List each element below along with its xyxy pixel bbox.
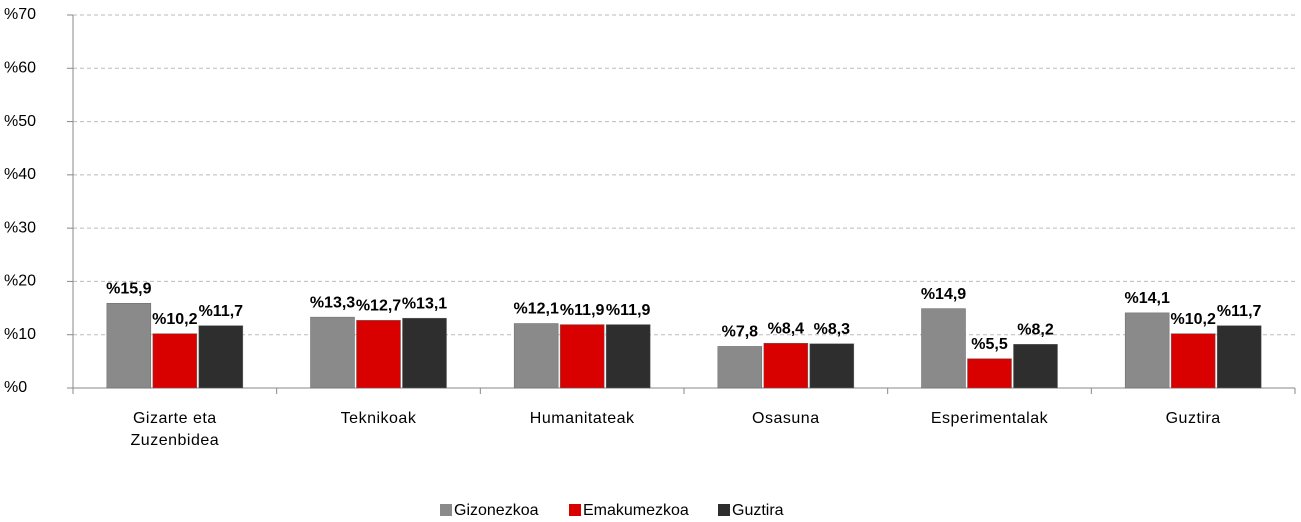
data-label: %8,2 xyxy=(1017,322,1054,339)
bar xyxy=(1170,333,1216,389)
bar xyxy=(198,325,244,389)
bar xyxy=(763,342,809,389)
x-tick-label: Humanitateak xyxy=(529,410,635,427)
data-label: %10,2 xyxy=(1170,311,1215,328)
bar xyxy=(1124,312,1170,389)
legend-swatch xyxy=(569,504,581,516)
bar xyxy=(513,323,559,389)
y-tick-label: %10 xyxy=(4,326,36,343)
bar xyxy=(152,333,198,389)
x-tick-label: Teknikoak xyxy=(340,410,417,427)
legend-swatch xyxy=(718,504,730,516)
data-label: %8,3 xyxy=(814,321,851,338)
data-label: %12,7 xyxy=(356,298,401,315)
bar xyxy=(921,308,966,389)
data-label: %5,5 xyxy=(971,336,1008,353)
legend-label: Guztira xyxy=(732,502,784,519)
y-tick-label: %40 xyxy=(4,166,36,183)
data-label: %11,7 xyxy=(1217,303,1262,320)
bar xyxy=(605,324,651,389)
data-label: %12,1 xyxy=(513,301,558,318)
x-tick-label: Osasuna xyxy=(752,410,820,427)
x-tick-label: Gizarte eta Zuzenbidea xyxy=(130,410,220,449)
data-label: %14,1 xyxy=(1124,290,1169,307)
bar xyxy=(717,346,763,389)
data-label: %7,8 xyxy=(722,324,759,341)
legend-swatch xyxy=(440,504,452,516)
y-tick-label: %30 xyxy=(4,219,36,236)
data-label: %13,3 xyxy=(310,294,355,311)
data-label: %11,7 xyxy=(199,303,244,320)
bar xyxy=(402,317,447,389)
legend-label: Emakumezkoa xyxy=(583,502,689,519)
y-tick-label: %50 xyxy=(4,113,36,130)
bar xyxy=(1216,325,1262,389)
y-tick-label: %60 xyxy=(4,60,36,77)
data-label: %14,9 xyxy=(921,286,966,303)
data-label: %8,4 xyxy=(768,320,805,337)
bar xyxy=(356,320,401,389)
bar xyxy=(967,358,1012,389)
data-label: %11,9 xyxy=(560,302,605,319)
bar xyxy=(559,324,605,389)
bar xyxy=(809,343,855,389)
bar xyxy=(106,303,152,389)
bar xyxy=(1013,344,1058,389)
data-label: %15,9 xyxy=(106,280,151,297)
x-tick-label: Esperimentalak xyxy=(930,410,1049,427)
x-tick-label: Guztira xyxy=(1165,410,1221,427)
legend-label: Gizonezkoa xyxy=(454,502,539,519)
y-tick-label: %0 xyxy=(4,379,27,396)
y-tick-label: %20 xyxy=(4,273,36,290)
bar xyxy=(310,316,355,389)
y-tick-label: %70 xyxy=(4,6,36,23)
data-label: %11,9 xyxy=(606,302,651,319)
data-label: %10,2 xyxy=(152,311,197,328)
data-label: %13,1 xyxy=(402,295,447,312)
